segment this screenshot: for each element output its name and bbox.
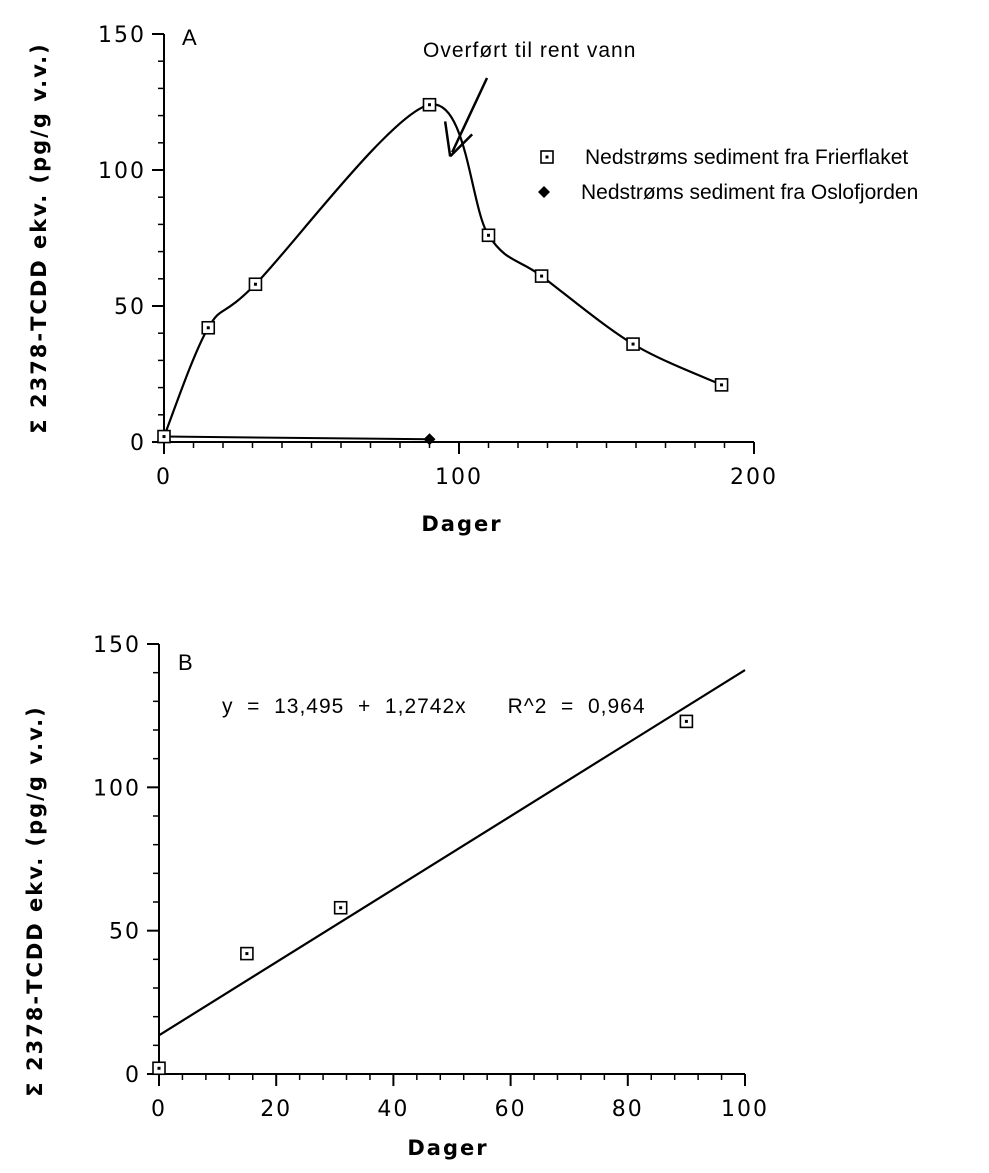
series-frierflaket-point — [201, 320, 216, 335]
series-oslofjorden-line — [163, 435, 430, 441]
panel-b-label: B — [178, 650, 193, 675]
y-tick-label: 0 — [130, 431, 146, 456]
panel-a-legend: Nedstrøms sediment fra Frierflaket Nedstr… — [538, 146, 918, 204]
panel-a-x-axis-title: Dager — [421, 512, 502, 536]
legend-item: Nedstrøms sediment fra Oslofjorden — [538, 181, 918, 204]
series-frierflaket-point — [481, 228, 496, 243]
legend-label: Nedstrøms sediment fra Oslofjorden — [581, 181, 918, 204]
x-tick-label: 0 — [156, 465, 172, 490]
x-tick-label: 200 — [730, 465, 778, 490]
series-frierflaket-point — [157, 429, 171, 444]
x-tick-label: 20 — [260, 1097, 292, 1122]
series-frierflaket-point — [626, 337, 640, 351]
y-tick-label: 100 — [93, 776, 141, 801]
panel-a-axes: 0 50 100 150 0 100 200 — [98, 23, 778, 490]
y-tick-label: 50 — [109, 920, 141, 945]
series-frierflaket-line — [162, 103, 723, 437]
series-oslofjorden-point — [423, 433, 436, 446]
panel-b-series — [152, 669, 746, 1076]
series-frierflaket-point — [248, 277, 263, 292]
x-tick-label: 0 — [151, 1097, 167, 1122]
y-tick-label: 50 — [114, 295, 146, 320]
panel-b-chart: B Σ 2378-TCDD ekv. (pg/g v.v.) Dager y =… — [23, 633, 769, 1160]
data-point — [333, 900, 348, 915]
legend-marker-diamond — [538, 186, 550, 198]
panel-b-regression-equation: y = 13,495 + 1,2742x R^2 = 0,964 — [222, 695, 646, 718]
legend-marker-square — [540, 150, 554, 164]
legend-item: Nedstrøms sediment fra Frierflaket — [540, 146, 908, 169]
panel-b-x-axis-title: Dager — [407, 1136, 488, 1160]
y-tick-label: 100 — [98, 159, 146, 184]
panel-a-y-axis-title: Σ 2378-TCDD ekv. (pg/g v.v.) — [27, 42, 51, 433]
series-frierflaket-point — [714, 378, 729, 392]
y-tick-label: 0 — [125, 1063, 141, 1088]
panel-a-annotation: Overført til rent vann — [423, 39, 636, 62]
series-frierflaket-point — [422, 97, 437, 112]
regression-line — [158, 669, 746, 1037]
annotation-arrow — [443, 77, 489, 158]
x-tick-label: 40 — [377, 1097, 409, 1122]
data-point — [240, 946, 254, 961]
series-frierflaket-point — [534, 269, 549, 283]
data-point — [152, 1061, 166, 1076]
x-tick-label: 100 — [721, 1097, 769, 1122]
panel-b-axes: 0 50 100 150 0 20 40 60 80 100 — [93, 633, 769, 1122]
x-tick-label: 80 — [612, 1097, 644, 1122]
panel-b-y-axis-title: Σ 2378-TCDD ekv. (pg/g v.v.) — [23, 705, 47, 1096]
x-tick-label: 60 — [495, 1097, 527, 1122]
x-tick-label: 100 — [435, 465, 483, 490]
legend-label: Nedstrøms sediment fra Frierflaket — [585, 146, 908, 169]
panel-a-series — [157, 77, 729, 446]
y-tick-label: 150 — [93, 633, 141, 658]
panel-a-chart: A Σ 2378-TCDD ekv. (pg/g v.v.) Dager Ove… — [27, 23, 918, 536]
y-tick-label: 150 — [98, 23, 146, 48]
panel-a-label: A — [182, 25, 197, 50]
data-point — [679, 714, 694, 729]
